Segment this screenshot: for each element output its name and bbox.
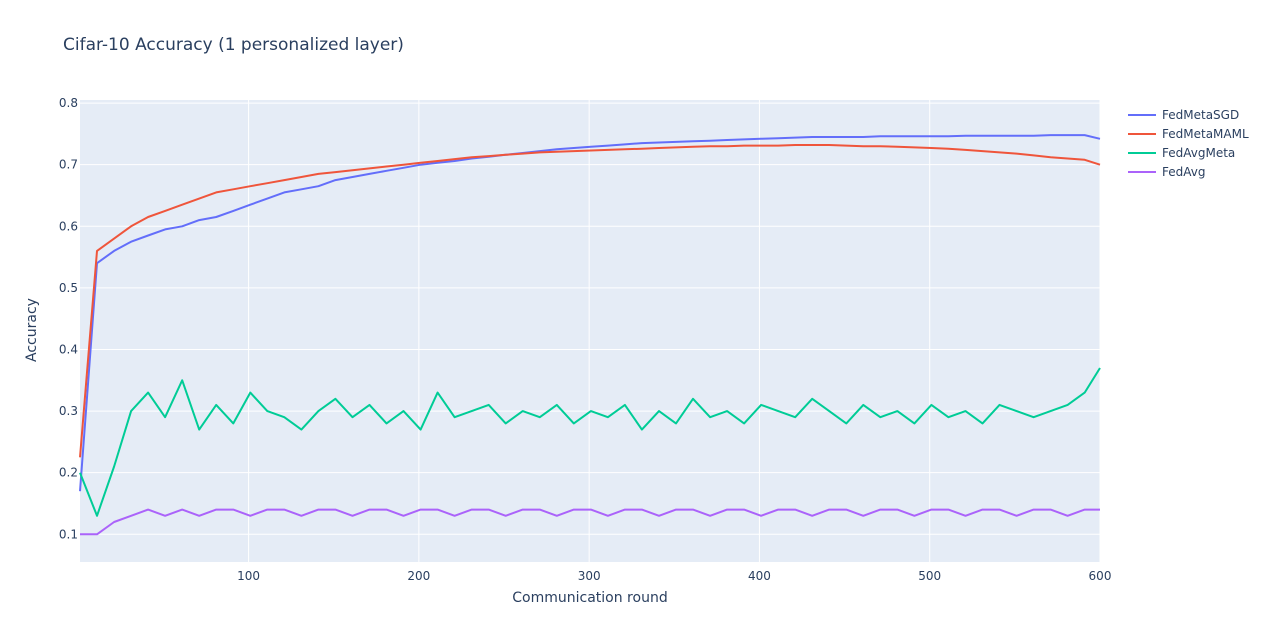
x-axis-title: Communication round xyxy=(512,590,667,606)
y-tick-label: 0.8 xyxy=(59,96,78,110)
legend-label: FedMetaMAML xyxy=(1162,127,1249,141)
y-tick-label: 0.5 xyxy=(59,281,78,295)
y-tick-label: 0.4 xyxy=(59,342,78,356)
legend-item[interactable]: FedMetaMAML xyxy=(1128,127,1249,141)
legend-label: FedMetaSGD xyxy=(1162,108,1239,122)
x-tick-label: 400 xyxy=(748,569,771,583)
x-tick-label: 600 xyxy=(1089,569,1112,583)
y-tick-label: 0.6 xyxy=(59,219,78,233)
x-tick-label: 100 xyxy=(237,569,260,583)
y-tick-label: 0.2 xyxy=(59,466,78,480)
legend-label: FedAvgMeta xyxy=(1162,146,1235,160)
legend-label: FedAvg xyxy=(1162,165,1205,179)
x-tick-label: 500 xyxy=(918,569,941,583)
y-tick-labels: 0.1 0.2 0.3 0.4 0.5 0.6 0.7 0.8 xyxy=(59,96,78,541)
legend-item[interactable]: FedMetaSGD xyxy=(1128,108,1239,122)
series-line-3 xyxy=(80,508,1100,536)
series-line-0 xyxy=(79,134,1101,492)
x-tick-label: 200 xyxy=(407,569,430,583)
legend-item[interactable]: FedAvgMeta xyxy=(1128,146,1235,160)
plot-area xyxy=(80,100,1100,562)
x-tick-labels: 100 200 300 400 500 600 xyxy=(237,569,1111,583)
legend: FedMetaSGD FedMetaMAML FedAvgMeta FedAvg xyxy=(1128,108,1249,179)
grid-lines xyxy=(80,100,1101,562)
legend-item[interactable]: FedAvg xyxy=(1128,165,1205,179)
y-tick-label: 0.1 xyxy=(59,527,78,541)
x-tick-label: 300 xyxy=(578,569,601,583)
y-axis-title: Accuracy xyxy=(24,298,40,362)
y-tick-label: 0.7 xyxy=(59,158,78,172)
series-line-2 xyxy=(79,367,1101,517)
y-tick-label: 0.3 xyxy=(59,404,78,418)
series-lines xyxy=(79,134,1101,536)
series-line-1 xyxy=(79,144,1101,458)
chart-title: Cifar-10 Accuracy (1 personalized layer) xyxy=(63,35,404,55)
